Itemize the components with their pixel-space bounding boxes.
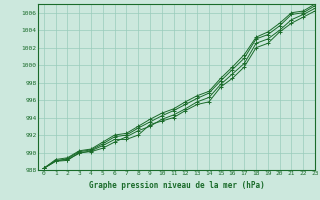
- X-axis label: Graphe pression niveau de la mer (hPa): Graphe pression niveau de la mer (hPa): [89, 181, 264, 190]
